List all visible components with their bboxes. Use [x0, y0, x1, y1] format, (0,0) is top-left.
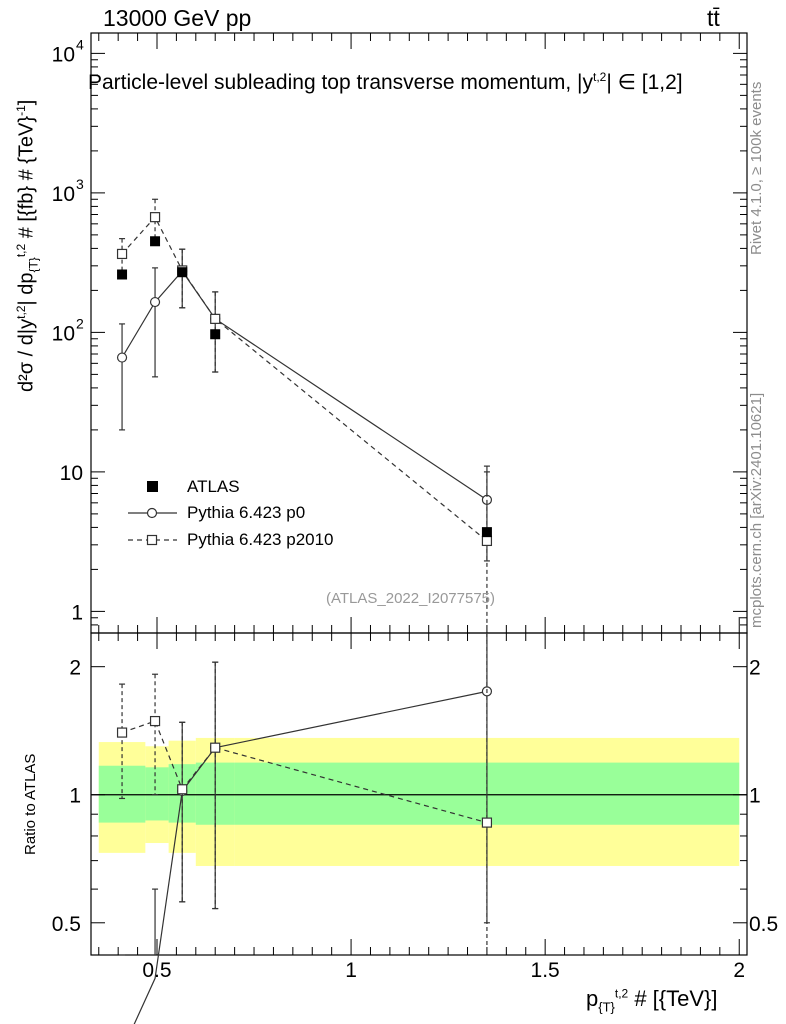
legend-marker-p0 [146, 507, 158, 519]
legend-label-p0: Pythia 6.423 p0 [187, 503, 306, 522]
xlabel-sup: t,2 [614, 986, 629, 1001]
atlas-data-point [117, 269, 128, 280]
main-p2010-marker [116, 248, 128, 260]
ratio-y-tick-label-right: 1 [749, 785, 761, 808]
xlabel-tail: # [{TeV}] [628, 986, 718, 1011]
x-axis-label: p{T}t,2 # [{TeV}] [586, 986, 718, 1014]
x-tick-label: 1 [345, 959, 357, 982]
main-p2010-marker [481, 535, 493, 547]
main-y-tick-label: 1 [71, 601, 83, 624]
main-y-tick-label: 10 [60, 462, 83, 485]
ylabel-end: ] [15, 99, 38, 106]
analysis-id: (ATLAS_2022_I2077575) [326, 590, 496, 607]
mcplots-label: mcplots.cern.ch [arXiv:2401.10621] [748, 392, 765, 628]
ratio-p2010-marker [177, 784, 188, 795]
ylabel-sup-2: t,2 [14, 243, 28, 258]
energy-label: 13000 GeV pp [103, 5, 252, 31]
ratio-y-tick-label-left: 2 [69, 657, 81, 680]
ratio-p2010-marker [149, 715, 161, 727]
main-p2010-marker [149, 212, 161, 223]
atlas-data-point [210, 329, 221, 340]
main-y-tick-exponent: 4 [76, 36, 84, 52]
x-tick-label: 0.5 [142, 959, 171, 982]
main-y-tick-label: 10 [52, 43, 75, 66]
main-p0-line [121, 270, 488, 501]
ylabel-sup-3: -1 [14, 105, 28, 116]
green-band-1 [145, 767, 169, 821]
ratio-y-tick-label-right: 2 [749, 657, 761, 680]
main-p0-marker [149, 296, 161, 308]
main-y-tick-label: 10 [52, 183, 75, 206]
ratio-p2010-marker [481, 817, 493, 828]
ratio-p2010-marker [210, 742, 221, 753]
legend-label-atlas: ATLAS [187, 477, 240, 496]
xlabel-sub: {T} [598, 999, 615, 1015]
ylabel-part-2: | dp [15, 272, 38, 306]
ratio-y-tick-label-left: 0.5 [52, 913, 81, 936]
ylabel-sup-1: t,2 [14, 305, 28, 319]
ratio-y-tick-label-left: 1 [69, 785, 81, 808]
main-p2010-marker [210, 313, 221, 324]
main-y-tick-exponent: 2 [76, 315, 84, 331]
chart-title-text: Particle-level subleading top transverse… [88, 71, 594, 94]
legend-label-p2010: Pythia 6.423 p2010 [187, 530, 334, 549]
legend-marker-atlas [147, 481, 158, 492]
atlas-data-point [481, 527, 492, 538]
main-y-tick-exponent: 3 [76, 176, 84, 192]
rivet-version-label: Rivet 4.1.0, ≥ 100k events [748, 81, 765, 255]
ratio-y-tick-label-right: 0.5 [749, 913, 778, 936]
ylabel-part-3: # [{fb} # {TeV} [15, 115, 38, 239]
atlas-data-point [177, 267, 188, 278]
ratio-y-axis-label: Ratio to ATLAS [22, 753, 39, 855]
atlas-data-point [150, 236, 161, 247]
ylabel-part-1: d²σ / d|y [15, 318, 38, 392]
chart-title: Particle-level subleading top transverse… [88, 70, 683, 95]
process-label: tt̄ [707, 5, 720, 31]
ratio-p2010-marker [116, 727, 128, 738]
main-p0-marker [116, 352, 128, 363]
x-tick-label: 2 [733, 959, 745, 982]
legend-marker-p2010 [146, 534, 158, 546]
main-y-axis-label: d²σ / d|yt,2| dp{T}t,2 # [{fb} # {TeV}-1… [14, 100, 41, 392]
x-tick-label: 1.5 [531, 959, 560, 982]
ylabel-sub: {T} [26, 257, 41, 273]
xlabel-p: p [586, 986, 599, 1011]
chart-title-sup: t,2 [593, 70, 607, 84]
ratio-panel-frame [90, 632, 748, 956]
chart-title-tail: | ∈ [1,2] [606, 71, 683, 94]
main-y-tick-label: 10 [52, 322, 75, 345]
